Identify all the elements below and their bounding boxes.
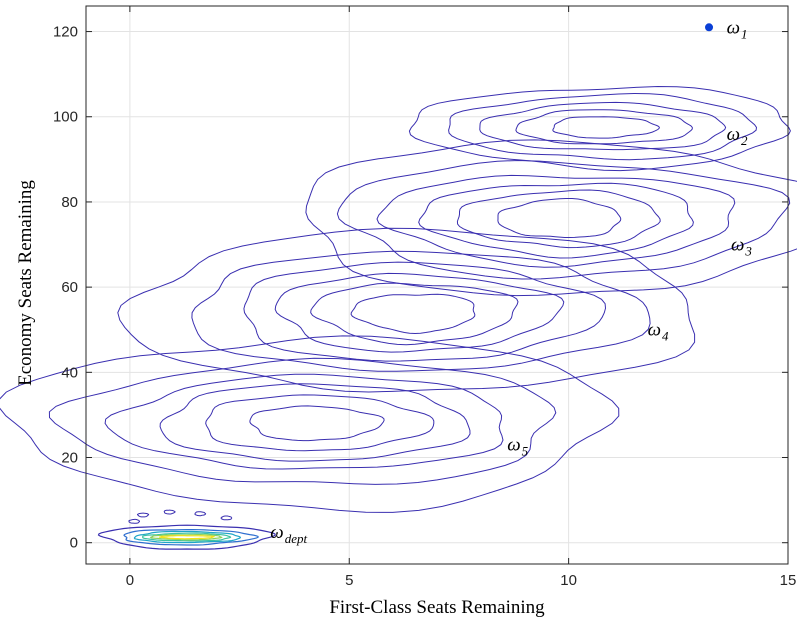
plot-background bbox=[86, 6, 788, 564]
dept-contour-island bbox=[220, 515, 233, 521]
cluster-label-base: ω bbox=[731, 235, 744, 256]
y-tick-label: 80 bbox=[61, 194, 78, 211]
cluster-label-base: ω bbox=[270, 522, 283, 543]
cluster-point bbox=[705, 23, 714, 32]
plot-area bbox=[86, 6, 788, 564]
contour-line bbox=[350, 293, 476, 335]
y-axis-title: Economy Seats Remaining bbox=[15, 180, 36, 386]
cluster-label: ω5 bbox=[507, 435, 528, 459]
dept-contour-island bbox=[163, 509, 176, 515]
dept-contour-line bbox=[97, 524, 277, 550]
contour-line bbox=[408, 85, 791, 172]
cluster-label-base: ω bbox=[727, 17, 740, 38]
dept-contour-line bbox=[149, 534, 223, 541]
cluster-label-subscript: 5 bbox=[522, 444, 529, 459]
contour-line bbox=[274, 272, 565, 353]
dept-contour-line bbox=[133, 530, 241, 544]
contour-line bbox=[249, 405, 385, 442]
contour-line bbox=[243, 261, 607, 362]
y-tick-label: 20 bbox=[61, 450, 78, 467]
cluster-label: ωdept bbox=[270, 522, 307, 546]
cluster-label-subscript: 4 bbox=[662, 329, 669, 344]
y-tick-label: 120 bbox=[53, 24, 78, 41]
cluster-label: ω2 bbox=[727, 124, 748, 148]
x-tick-label: 5 bbox=[345, 572, 353, 589]
x-tick-label: 15 bbox=[780, 572, 797, 589]
cluster-label-subscript: 1 bbox=[741, 26, 748, 41]
contour-line bbox=[48, 357, 557, 485]
dept-contour-island bbox=[137, 512, 150, 518]
cluster-label-subscript: 3 bbox=[744, 244, 752, 259]
cluster-label: ω3 bbox=[731, 235, 752, 259]
contour-line bbox=[159, 383, 471, 462]
contour-line bbox=[479, 101, 727, 151]
contour-line bbox=[191, 250, 651, 372]
x-tick-label: 0 bbox=[126, 572, 134, 589]
contour-line bbox=[0, 335, 620, 513]
contour-line bbox=[497, 198, 622, 238]
contour-layer bbox=[0, 23, 797, 550]
contour-line bbox=[205, 394, 435, 452]
contour-line bbox=[104, 373, 504, 470]
cluster-label-base: ω bbox=[648, 320, 661, 341]
dept-contour-line bbox=[123, 529, 259, 546]
y-tick-label: 40 bbox=[61, 364, 78, 381]
contour-line bbox=[552, 116, 660, 139]
x-axis-title: First-Class Seats Remaining bbox=[329, 597, 545, 618]
dept-contour-line bbox=[142, 532, 232, 542]
y-tick-label: 0 bbox=[70, 535, 78, 552]
contour-line bbox=[336, 159, 791, 280]
axes bbox=[85, 5, 789, 565]
cluster-label-base: ω bbox=[507, 435, 520, 456]
contour-line bbox=[515, 109, 693, 145]
dept-contour-line bbox=[158, 535, 216, 540]
cluster-label-subscript: 2 bbox=[741, 133, 748, 148]
cluster-label: ω4 bbox=[648, 320, 669, 344]
axes-box bbox=[85, 5, 789, 565]
contour-line bbox=[305, 139, 797, 297]
cluster-label-subscript: dept bbox=[285, 531, 308, 546]
cluster-label-base: ω bbox=[727, 124, 740, 145]
cluster-label: ω1 bbox=[727, 17, 748, 41]
contour-line bbox=[456, 189, 661, 249]
y-tick-label: 100 bbox=[53, 109, 78, 126]
contour-line bbox=[418, 182, 694, 259]
contour-line bbox=[448, 92, 758, 161]
dept-contour-island bbox=[128, 518, 140, 524]
y-tick-label: 60 bbox=[61, 279, 78, 296]
x-tick-label: 10 bbox=[560, 572, 577, 589]
contour-line bbox=[310, 282, 519, 346]
contour-line bbox=[376, 174, 736, 268]
dept-contour-island bbox=[194, 511, 207, 517]
grid-lines bbox=[86, 6, 789, 564]
contour-line bbox=[117, 227, 696, 393]
